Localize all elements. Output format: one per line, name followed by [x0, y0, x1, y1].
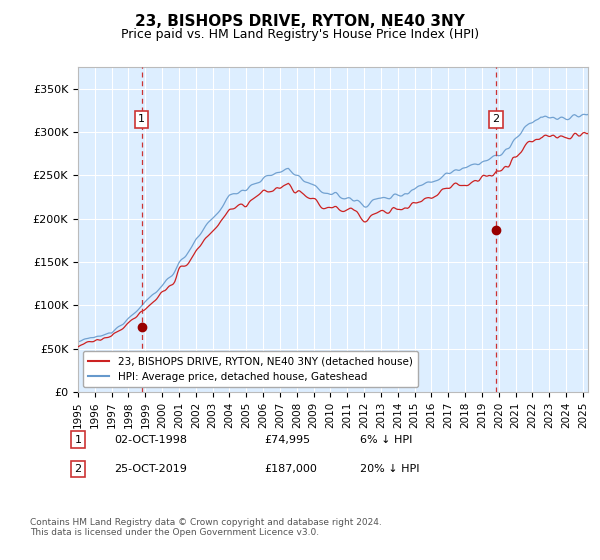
Text: 1: 1: [138, 114, 145, 124]
Text: 2: 2: [492, 114, 499, 124]
Text: Price paid vs. HM Land Registry's House Price Index (HPI): Price paid vs. HM Land Registry's House …: [121, 28, 479, 41]
Text: 02-OCT-1998: 02-OCT-1998: [114, 435, 187, 445]
Text: Contains HM Land Registry data © Crown copyright and database right 2024.
This d: Contains HM Land Registry data © Crown c…: [30, 518, 382, 538]
Legend: 23, BISHOPS DRIVE, RYTON, NE40 3NY (detached house), HPI: Average price, detache: 23, BISHOPS DRIVE, RYTON, NE40 3NY (deta…: [83, 351, 418, 387]
Text: 2: 2: [74, 464, 82, 474]
Text: 25-OCT-2019: 25-OCT-2019: [114, 464, 187, 474]
Text: 6% ↓ HPI: 6% ↓ HPI: [360, 435, 412, 445]
Text: 20% ↓ HPI: 20% ↓ HPI: [360, 464, 419, 474]
Text: £74,995: £74,995: [264, 435, 310, 445]
Text: 1: 1: [74, 435, 82, 445]
Text: 23, BISHOPS DRIVE, RYTON, NE40 3NY: 23, BISHOPS DRIVE, RYTON, NE40 3NY: [135, 14, 465, 29]
Text: £187,000: £187,000: [264, 464, 317, 474]
